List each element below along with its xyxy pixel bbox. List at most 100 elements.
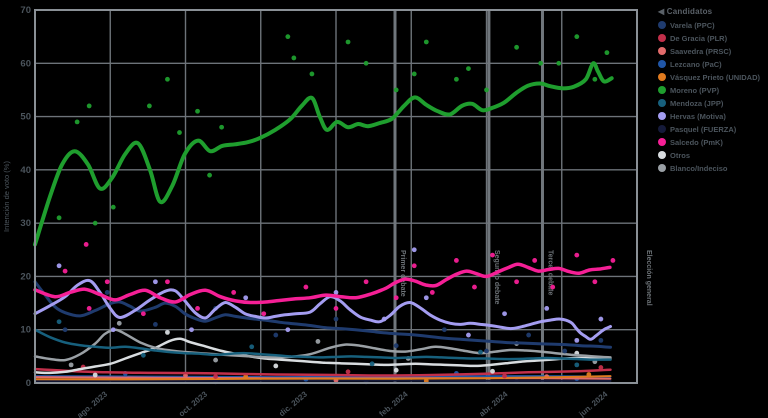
legend-item-4: Vásquez Prieto (UNIDAD) — [658, 71, 766, 83]
poll-dot — [110, 204, 116, 210]
poll-dot — [165, 279, 170, 285]
poll-dot — [56, 215, 62, 221]
legend-marker-icon — [658, 164, 666, 172]
poll-dot — [538, 60, 544, 66]
poll-dot — [110, 327, 116, 333]
series-4 — [33, 364, 612, 380]
poll-dot — [243, 295, 249, 301]
poll-dot — [484, 348, 489, 354]
poll-dot — [604, 50, 610, 56]
poll-dot — [83, 242, 89, 247]
poll-dot — [213, 357, 219, 363]
svg-text:abr. 2024: abr. 2024 — [477, 389, 509, 418]
poll-dot — [231, 290, 237, 295]
svg-text:Segundo debate: Segundo debate — [493, 250, 500, 305]
poll-dot — [574, 337, 580, 343]
poll-dot — [273, 363, 279, 369]
legend-marker-icon — [658, 138, 666, 146]
legend-item-label: Saavedra (PRSC) — [670, 46, 732, 56]
poll-dot — [363, 279, 369, 285]
trend-line-4 — [33, 367, 612, 377]
legend-item-label: Varela (PPC) — [670, 20, 715, 30]
poll-dot — [86, 306, 92, 311]
poll-dot — [56, 319, 62, 325]
poll-dot — [598, 365, 604, 370]
poll-dot — [195, 306, 200, 311]
poll-dot — [574, 252, 580, 258]
poll-dot — [592, 279, 598, 285]
poll-dot — [562, 348, 568, 354]
series-3 — [34, 372, 612, 384]
trend-line-9 — [33, 278, 612, 341]
poll-dot — [478, 349, 483, 355]
poll-dot — [177, 130, 182, 135]
poll-dot — [219, 124, 225, 130]
poll-dot — [86, 103, 92, 109]
poll-dot — [309, 71, 315, 77]
series-11 — [33, 34, 614, 247]
poll-dot — [285, 327, 291, 333]
poll-dot — [411, 247, 417, 253]
poll-dot — [466, 332, 471, 338]
legend-item-8: Pasquel (FUERZA) — [658, 123, 766, 135]
legend-item-3: Lezcano (PaC) — [658, 58, 766, 70]
poll-dot — [116, 320, 122, 326]
legend-marker-icon — [658, 151, 666, 159]
poll-dot — [574, 362, 580, 368]
trend-line-3 — [34, 375, 612, 381]
poll-dot — [369, 361, 375, 367]
poll-dot — [153, 321, 158, 327]
series-5 — [33, 329, 612, 378]
trend-line-7 — [33, 328, 612, 361]
legend-item-label: Mendoza (JPP) — [670, 98, 724, 108]
trend-line-10 — [33, 262, 612, 305]
legend-item-0: Varela (PPC) — [658, 19, 766, 31]
poll-dot — [92, 220, 98, 226]
poll-dot — [291, 55, 297, 61]
x-axis-ticks: ago. 2023 oct. 2023 dic. 2023 feb. 2024 abr.… — [75, 389, 609, 418]
poll-dot — [454, 76, 459, 82]
poll-dot — [315, 339, 321, 344]
legend-item-label: Hervas (Motiva) — [670, 111, 726, 121]
plot-border — [34, 9, 638, 384]
poll-dot — [146, 103, 152, 109]
poll-dot — [466, 66, 471, 72]
legend-item-label: Moreno (PVP) — [670, 85, 720, 95]
poll-dot — [393, 367, 399, 373]
legend-marker-icon — [658, 125, 666, 133]
legend-item-5: Moreno (PVP) — [658, 84, 766, 96]
legend-item-label: Blanco/Indeciso — [670, 163, 728, 173]
series-8 — [33, 280, 612, 354]
legend-item-9: Salcedo (PmK) — [658, 136, 766, 148]
poll-dot — [556, 60, 562, 66]
poll-dot — [592, 76, 598, 82]
legend-item-6: Mendoza (JPP) — [658, 97, 766, 109]
poll-dot — [484, 87, 489, 93]
legend-item-label: Pasquel (FUERZA) — [670, 124, 737, 134]
legend-marker-icon — [658, 60, 666, 68]
legend-marker-icon — [658, 21, 666, 29]
legend-item-label: Vásquez Prieto (UNIDAD) — [670, 72, 761, 82]
legend-marker-icon — [658, 86, 666, 94]
poll-dot — [393, 87, 399, 93]
legend-item-label: Salcedo (PmK) — [670, 137, 723, 147]
trend-line-11 — [33, 61, 614, 247]
svg-text:20: 20 — [20, 271, 31, 282]
poll-dot — [574, 34, 580, 40]
svg-text:feb. 2024: feb. 2024 — [378, 389, 410, 418]
series-7 — [33, 319, 612, 368]
poll-dot — [104, 279, 110, 285]
legend-marker-icon — [658, 34, 666, 42]
poll-dot — [472, 284, 477, 290]
legend-item-1: De Gracia (PLR) — [658, 32, 766, 44]
svg-text:Elección general: Elección general — [645, 250, 652, 306]
legend-item-10: Otros — [658, 149, 766, 161]
poll-dot — [243, 374, 249, 380]
poll-dot — [213, 374, 219, 380]
poll-dot — [610, 258, 616, 263]
poll-dot — [189, 327, 194, 333]
legend-header: ◀ Candidatos — [658, 7, 766, 16]
poll-dot — [62, 268, 68, 274]
poll-dot — [74, 119, 80, 125]
